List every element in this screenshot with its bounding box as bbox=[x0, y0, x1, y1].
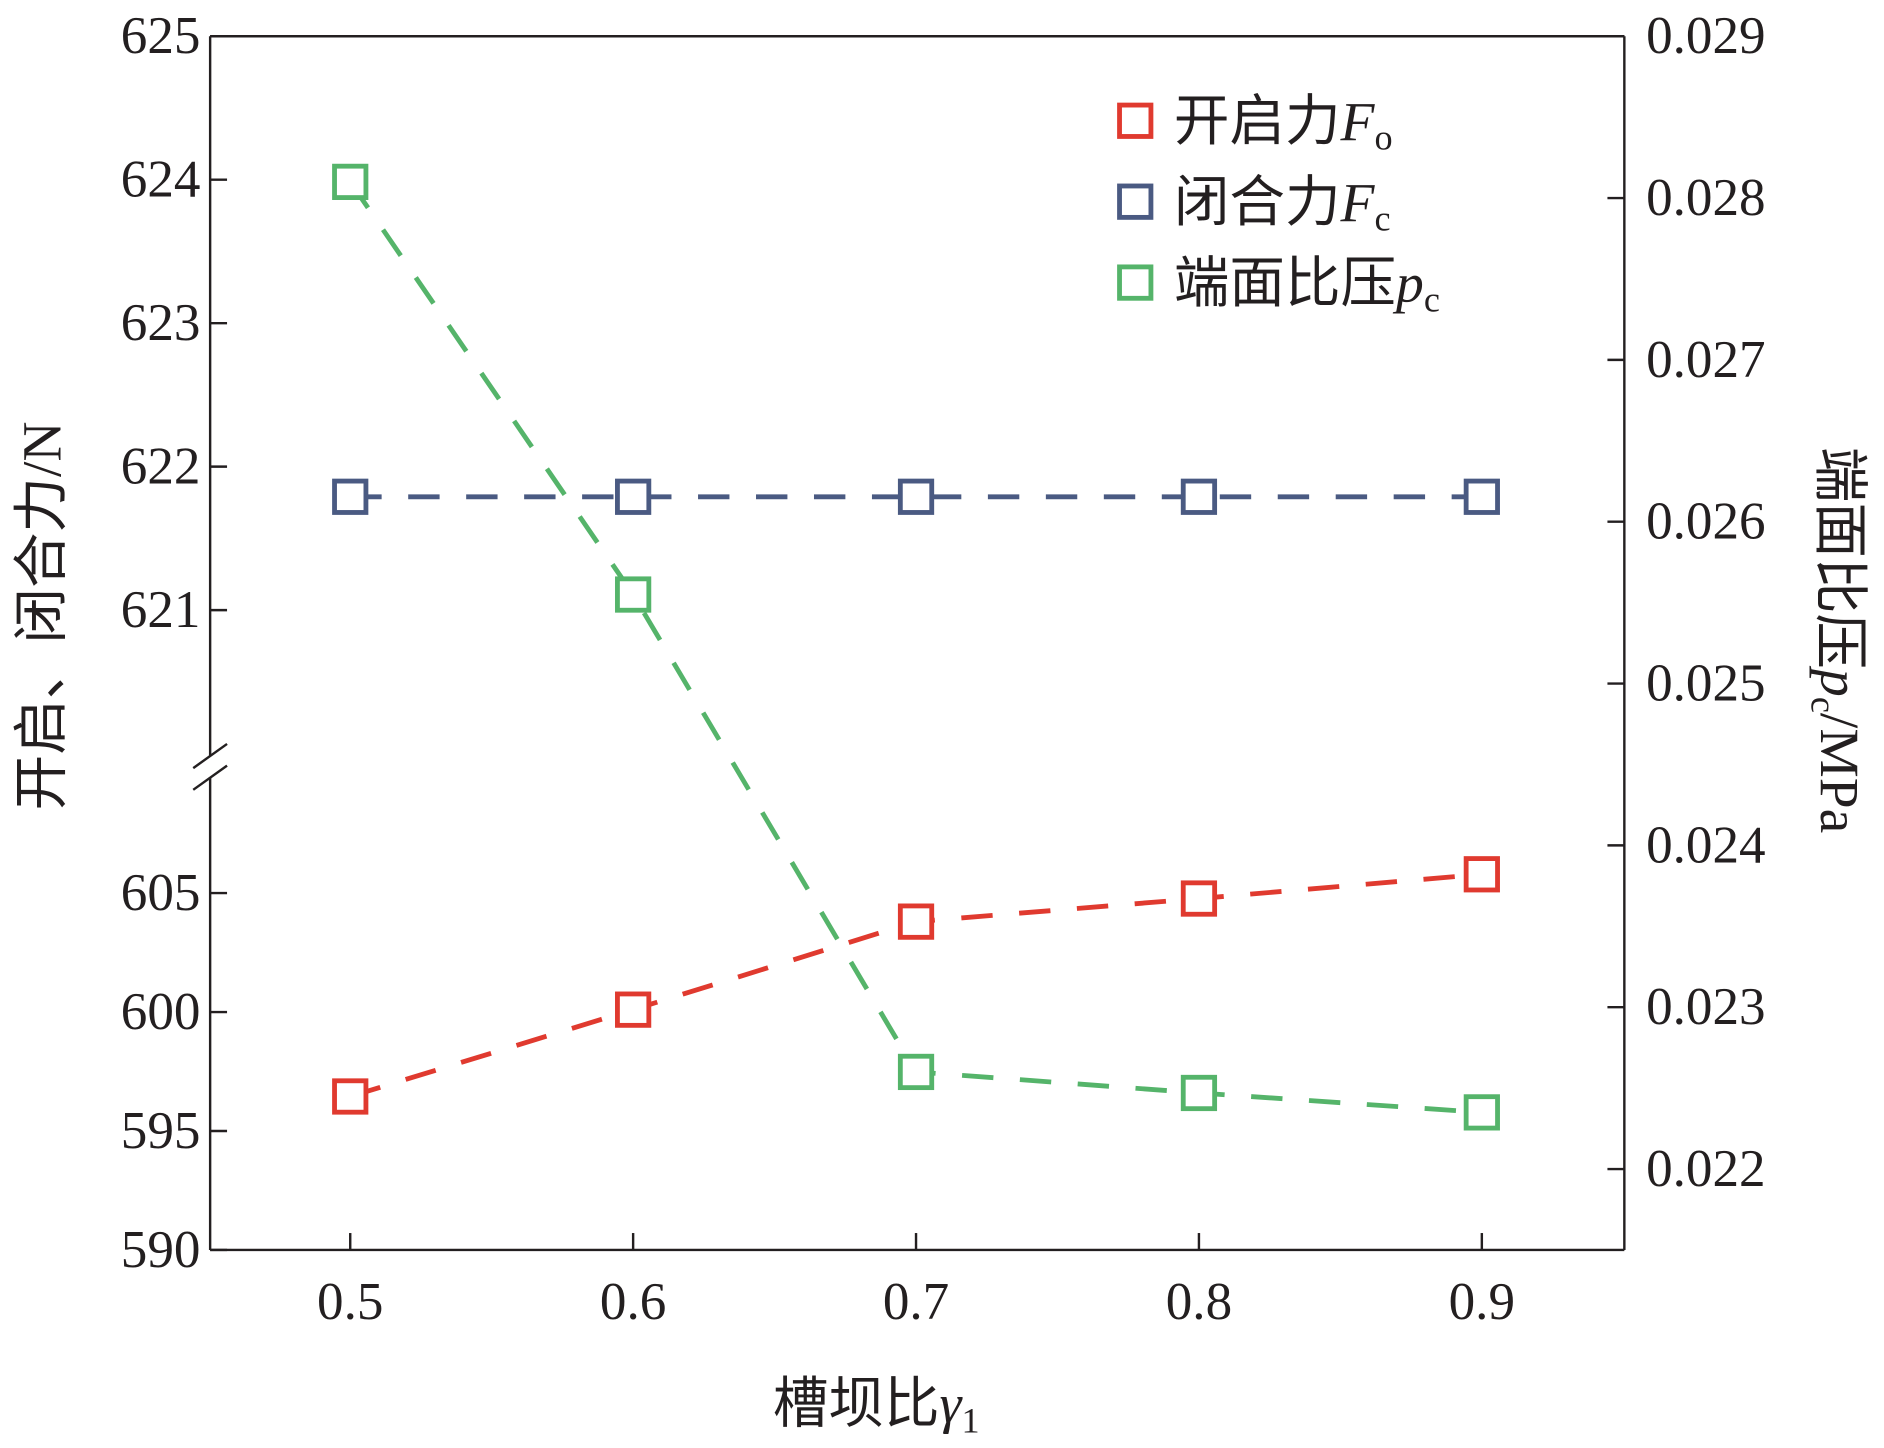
data-point-marker bbox=[332, 163, 369, 200]
y-axis-right-label: 端面比压pc/MPa bbox=[1804, 447, 1871, 833]
data-point-marker bbox=[1180, 478, 1218, 515]
x-tick-label: 0.8 bbox=[1166, 1273, 1232, 1331]
y-right-tick-label: 0.028 bbox=[1646, 169, 1766, 227]
y-left-tick-label: 623 bbox=[121, 294, 201, 352]
data-point-marker bbox=[615, 576, 652, 613]
legend-label: 端面比压pc bbox=[1174, 253, 1440, 320]
data-point-marker bbox=[1463, 478, 1500, 515]
y-left-tick-label: 595 bbox=[121, 1102, 201, 1160]
y-right-tick-label: 0.022 bbox=[1646, 1140, 1766, 1198]
series-line-c bbox=[348, 180, 1483, 1115]
y-left-tick-label: 625 bbox=[121, 7, 201, 65]
y-left-tick-label: 622 bbox=[121, 438, 201, 496]
data-point-marker bbox=[897, 903, 935, 940]
legend-label: 开启力Fo bbox=[1174, 91, 1393, 158]
legend-marker bbox=[1117, 102, 1154, 139]
data-point-marker bbox=[332, 478, 369, 515]
y-left-tick-label: 600 bbox=[121, 983, 201, 1041]
legend: 开启力Fo 闭合力Fc 端面比压pc bbox=[1117, 91, 1440, 320]
y-left-tick-label: 621 bbox=[121, 581, 201, 639]
axes: 0.5 0.6 0.7 0.8 0.9 621 622 623 624 625 590 595 600 6… bbox=[121, 7, 1766, 1331]
y-right-tick-label: 0.024 bbox=[1646, 816, 1766, 874]
data-point-marker bbox=[1463, 856, 1500, 893]
axis-break-mark bbox=[192, 764, 228, 791]
y-right-tick-label: 0.026 bbox=[1646, 493, 1766, 551]
x-axis-label: 槽坝比γ1 bbox=[773, 1374, 980, 1441]
y-left-tick-label: 624 bbox=[121, 151, 201, 209]
x-tick-label: 0.5 bbox=[317, 1273, 383, 1331]
x-tick-label: 0.9 bbox=[1449, 1273, 1515, 1331]
y-right-tick-label: 0.023 bbox=[1646, 978, 1766, 1036]
data-point-marker bbox=[615, 478, 652, 515]
y-right-tick-label: 0.025 bbox=[1646, 654, 1766, 712]
y-left-tick-label: 605 bbox=[121, 864, 201, 922]
data-point-marker bbox=[897, 478, 935, 515]
series-layer bbox=[332, 163, 1500, 1131]
data-point-marker bbox=[897, 1053, 935, 1091]
data-point-marker bbox=[1180, 880, 1218, 917]
legend-marker bbox=[1117, 183, 1154, 220]
data-point-marker bbox=[615, 991, 652, 1028]
data-point-marker bbox=[1463, 1094, 1500, 1131]
x-tick-label: 0.6 bbox=[600, 1273, 666, 1331]
data-point-marker bbox=[332, 1078, 369, 1115]
y-right-tick-label: 0.029 bbox=[1646, 7, 1766, 65]
y-right-tick-label: 0.027 bbox=[1646, 331, 1766, 389]
legend-marker bbox=[1117, 264, 1154, 301]
y-axis-left-label: 开启、闭合力/N bbox=[11, 422, 73, 811]
legend-label: 闭合力Fc bbox=[1174, 172, 1391, 239]
data-point-marker bbox=[1180, 1074, 1218, 1112]
axis-break-mark bbox=[192, 742, 228, 770]
x-tick-label: 0.7 bbox=[883, 1273, 949, 1331]
y-left-tick-label: 590 bbox=[121, 1221, 201, 1279]
